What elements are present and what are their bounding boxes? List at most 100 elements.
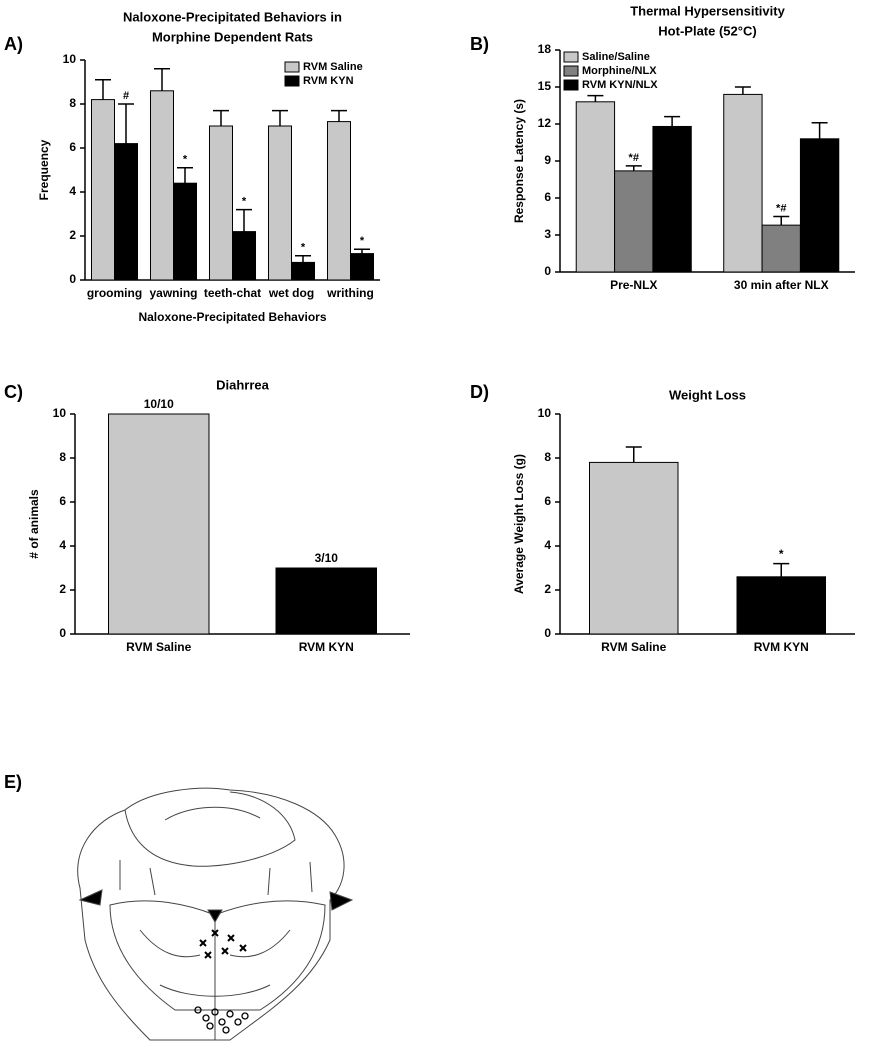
y-tick-label: 8	[544, 450, 551, 464]
x-tick-label: 30 min after NLX	[734, 278, 829, 292]
legend-swatch	[284, 75, 300, 87]
x-tick-label: RVM Saline	[126, 640, 191, 654]
y-tick-label: 2	[544, 582, 551, 596]
x-tick-label: writhing	[326, 286, 374, 300]
bar	[736, 576, 826, 635]
x-tick-label: RVM Saline	[601, 640, 666, 654]
legend-swatch	[563, 65, 579, 77]
y-tick-label: 4	[544, 538, 551, 552]
error-bar	[354, 248, 371, 254]
y-axis-label: Average Weight Loss (g)	[512, 454, 526, 594]
y-tick-label: 10	[538, 406, 552, 420]
chart-title: Weight Loss	[669, 387, 746, 402]
panel-label: B)	[470, 34, 489, 54]
bar	[149, 90, 175, 281]
y-tick-label: 6	[59, 494, 66, 508]
ventricle-markers	[78, 889, 354, 923]
fold	[164, 806, 261, 821]
error-bar	[330, 109, 347, 122]
y-tick-label: 12	[538, 116, 552, 130]
bar	[275, 567, 377, 635]
y-tick-label: 2	[69, 228, 76, 242]
chart-title: Naloxone-Precipitated Behaviors in	[123, 9, 342, 24]
bar	[291, 261, 316, 281]
bar	[589, 461, 679, 635]
bar	[114, 143, 139, 281]
x-tick-label: grooming	[87, 286, 142, 300]
error-bar	[625, 165, 642, 171]
error-bar	[177, 167, 194, 184]
chart-title: Diahrrea	[216, 377, 270, 392]
y-tick-label: 8	[59, 450, 66, 464]
significance-mark: #	[123, 90, 129, 102]
chart-title: Thermal Hypersensitivity	[630, 3, 785, 18]
x-tick-label: wet dog	[268, 286, 314, 300]
y-tick-label: 8	[69, 96, 76, 110]
error-bar	[773, 215, 790, 226]
significance-mark: *	[360, 235, 365, 247]
error-bar	[295, 255, 312, 263]
y-tick-label: 15	[538, 79, 552, 93]
value-label: 10/10	[144, 397, 174, 411]
y-tick-label: 3	[544, 227, 551, 241]
significance-mark: *	[242, 196, 247, 208]
bar	[173, 182, 198, 281]
y-tick-label: 0	[59, 626, 66, 640]
error-bar	[587, 94, 604, 102]
y-tick-label: 4	[69, 184, 76, 198]
brainstem	[109, 900, 326, 1011]
legend-label: RVM Saline	[303, 61, 363, 73]
y-tick-label: 0	[69, 272, 76, 286]
x-tick-label: RVM KYN	[754, 640, 809, 654]
legend-swatch	[284, 61, 300, 73]
y-tick-label: 6	[544, 190, 551, 204]
panel-label: E)	[4, 772, 22, 792]
y-tick-label: 9	[544, 153, 551, 167]
y-tick-label: 0	[544, 264, 551, 278]
y-tick-label: 18	[538, 42, 552, 56]
error-bar	[271, 109, 288, 126]
significance-mark: *#	[776, 202, 786, 214]
bar	[108, 413, 210, 635]
y-tick-label: 10	[63, 52, 77, 66]
error-bar	[212, 109, 229, 126]
y-axis-label: Response Latency (s)	[512, 99, 526, 223]
bar	[326, 121, 351, 281]
significance-mark: *	[183, 154, 188, 166]
bar	[723, 93, 763, 273]
y-tick-label: 4	[59, 538, 66, 552]
legend-label: RVM KYN/NLX	[582, 79, 658, 91]
bar	[614, 170, 654, 273]
bar	[652, 125, 692, 273]
legend-swatch	[563, 51, 579, 63]
y-tick-label: 6	[69, 140, 76, 154]
x-tick-label: Pre-NLX	[610, 278, 657, 292]
error-bar	[734, 86, 751, 95]
chart-title: Morphine Dependent Rats	[152, 29, 313, 44]
error-bar	[118, 103, 135, 144]
bar	[208, 125, 234, 281]
y-axis-label: Frequency	[37, 139, 51, 200]
legend-swatch	[563, 79, 579, 91]
error-bar	[94, 79, 111, 100]
bar	[90, 99, 115, 281]
bar	[761, 224, 801, 273]
bar	[232, 231, 257, 281]
x-axis-label: Naloxone-Precipitated Behaviors	[138, 310, 326, 324]
injection-sites-kyn	[199, 929, 247, 959]
error-bar	[811, 122, 828, 139]
error-bar	[236, 208, 253, 232]
chart-title: Hot-Plate (52°C)	[658, 23, 756, 38]
significance-mark: *	[301, 242, 306, 254]
injection-sites-saline	[194, 1006, 249, 1034]
legend-label: RVM KYN	[303, 75, 354, 87]
y-axis-label: # of animals	[27, 489, 41, 559]
brain-section-diagram	[77, 787, 354, 1041]
error-bar	[153, 68, 170, 91]
y-tick-label: 2	[59, 582, 66, 596]
y-tick-label: 10	[53, 406, 67, 420]
error-bar	[664, 115, 681, 127]
error-bar	[625, 446, 642, 463]
